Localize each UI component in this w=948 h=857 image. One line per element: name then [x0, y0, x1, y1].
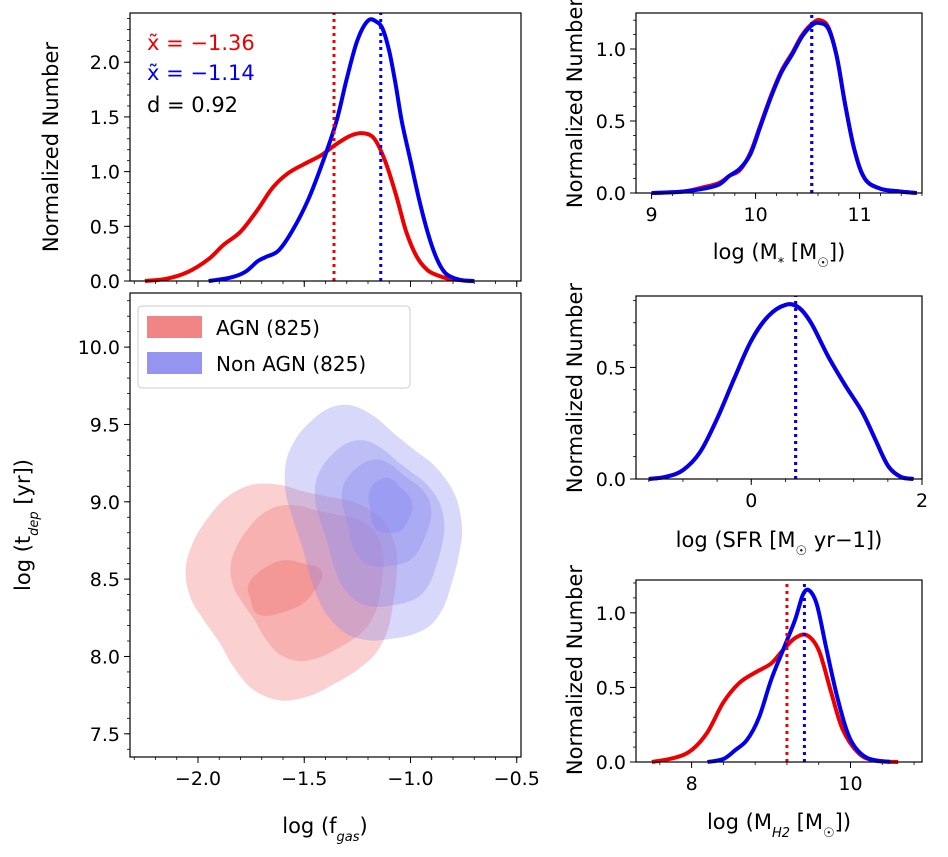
- agn-contour-level-0: [185, 483, 398, 701]
- mh2-ytick-label: 1.0: [596, 603, 626, 625]
- mstar-xtick-label: 9: [646, 204, 658, 226]
- legend-swatch-nonagn: [147, 352, 202, 374]
- contour-xtick-label: −0.5: [494, 768, 540, 790]
- fgas-ytick-label: 0.5: [90, 216, 120, 238]
- annotation-distance: d = 0.92: [147, 93, 238, 117]
- sfr-frame: [635, 295, 923, 480]
- fgas-series-nonagn-line: [208, 17, 475, 283]
- nonagn-contour-level-3: [368, 477, 413, 534]
- fgas-frame: [129, 12, 522, 282]
- nonagn-contour-level-0: [284, 404, 463, 641]
- fgas-series-agn-line: [144, 131, 475, 283]
- sfr-xtick-label: 2: [916, 490, 928, 512]
- fgas-ytick-label: 2.0: [90, 52, 120, 74]
- mh2-ylabel: Normalized Number: [563, 565, 587, 775]
- mh2-xtick-label: 8: [686, 773, 698, 795]
- annotation-nonagn-median: x̃ = −1.14: [147, 61, 255, 85]
- contour-xtick-label: −2.0: [175, 768, 221, 790]
- mstar-frame: [635, 12, 923, 194]
- contour-frame: [129, 292, 522, 758]
- mh2-series-agn-line: [651, 632, 899, 764]
- legend-swatch-agn: [147, 316, 202, 338]
- mstar-xtick-label: 11: [848, 204, 872, 226]
- sfr-ytick-label: 0.0: [596, 469, 626, 491]
- mstar-ytick-label: 0.0: [596, 183, 626, 205]
- annotation-agn-median: x̃ = −1.36: [147, 31, 255, 55]
- legend-label-agn: AGN (825): [216, 316, 320, 340]
- contour-ytick-label: 7.5: [90, 724, 120, 746]
- sfr-series-agn-line: [648, 302, 914, 481]
- sfr-xlabel: log (SFR [M☉ yr−1]): [676, 528, 883, 559]
- contour-ytick-label: 10.0: [78, 337, 120, 359]
- contour-ylabel: log (tdep [yr]): [11, 459, 42, 591]
- fgas-ylabel: Normalized Number: [39, 42, 63, 252]
- agn-contour-level-2: [247, 560, 323, 616]
- contour-xtick-label: −1.0: [387, 768, 433, 790]
- contour-plot-area: [185, 404, 463, 701]
- legend: AGN (825) Non AGN (825): [137, 305, 411, 389]
- agn-contour-level-1: [230, 504, 384, 662]
- contour-ytick-label: 9.5: [90, 414, 120, 436]
- mstar-ytick-label: 0.5: [596, 111, 626, 133]
- sfr-ytick-label: 0.5: [596, 357, 626, 379]
- sfr-series-nonagn-line: [648, 302, 914, 481]
- fgas-ytick-label: 1.0: [90, 162, 120, 184]
- contour-ytick-label: 8.0: [90, 646, 120, 668]
- contour-xlabel: log (fgas): [282, 814, 367, 845]
- contour-ytick-label: 9.0: [90, 492, 120, 514]
- nonagn-contour-level-1: [314, 440, 445, 607]
- mstar-xtick-label: 10: [744, 204, 768, 226]
- sfr-xtick-label: 0: [745, 490, 757, 512]
- mh2-ytick-label: 0.0: [596, 752, 626, 774]
- mh2-xlabel: log (MH2 [M☉]): [707, 810, 851, 841]
- contour-xtick-label: −1.5: [281, 768, 327, 790]
- fgas-ytick-label: 1.5: [90, 107, 120, 129]
- mstar-ytick-label: 1.0: [596, 39, 626, 61]
- mh2-ytick-label: 0.5: [596, 677, 626, 699]
- mstar-series-agn-line: [651, 18, 917, 195]
- mh2-series-nonagn-line: [707, 587, 891, 764]
- legend-label-nonagn: Non AGN (825): [216, 352, 366, 376]
- nonagn-contour-level-2: [341, 459, 432, 567]
- contour-ytick-label: 8.5: [90, 569, 120, 591]
- mh2-frame: [635, 579, 923, 763]
- fgas-ytick-label: 0.0: [90, 271, 120, 293]
- mh2-xtick-label: 10: [838, 773, 862, 795]
- mstar-ylabel: Normalized Number: [563, 0, 587, 208]
- legend-box: [137, 305, 411, 389]
- mstar-series-nonagn-line: [651, 20, 917, 195]
- mstar-xlabel: log (M* [M☉]): [713, 240, 846, 271]
- sfr-ylabel: Normalized Number: [563, 283, 587, 493]
